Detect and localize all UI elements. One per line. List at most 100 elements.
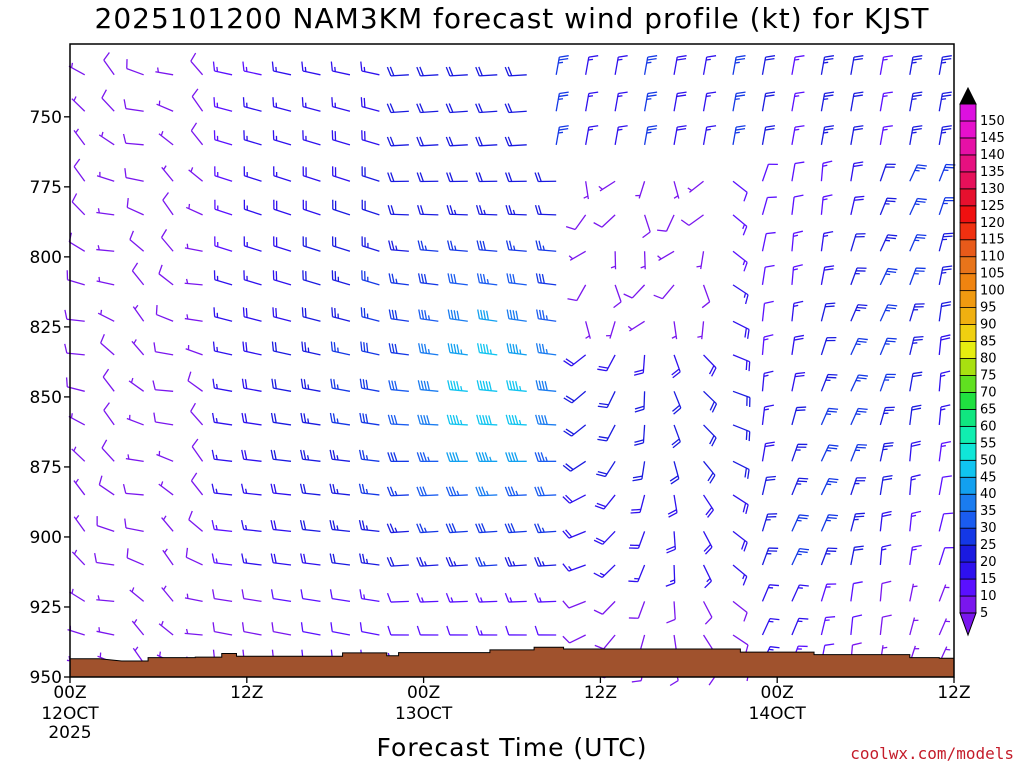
barb-feather — [507, 136, 513, 146]
barb-feather — [300, 553, 304, 563]
wind-barb — [671, 424, 681, 449]
barb-feather — [446, 414, 451, 425]
wind-barb — [879, 442, 894, 462]
barb-half-feather — [646, 131, 652, 134]
wind-barb — [761, 404, 775, 425]
barb-feather — [736, 91, 746, 95]
wind-barb — [128, 377, 145, 392]
wind-barb — [447, 343, 468, 356]
barb-feather — [764, 94, 775, 98]
wind-barb — [568, 250, 586, 261]
wind-barb — [630, 494, 646, 514]
barb-feather — [672, 371, 681, 379]
wind-barb — [476, 380, 498, 392]
barb-staff — [155, 421, 174, 426]
barb-feather — [631, 680, 642, 683]
wind-barb — [96, 171, 115, 182]
barb-feather — [329, 483, 333, 494]
barb-feather — [386, 557, 392, 567]
wind-barb — [732, 125, 746, 145]
barb-feather — [420, 205, 424, 215]
wind-barb — [416, 172, 439, 183]
barb-feather — [426, 415, 430, 425]
wind-barb — [212, 61, 233, 76]
wind-barb — [909, 544, 922, 566]
barb-half-feather — [97, 208, 100, 213]
barb-half-feather — [70, 62, 74, 68]
barb-feather — [534, 625, 539, 636]
barb-feather — [484, 452, 489, 462]
barb-feather — [941, 94, 952, 98]
colorbar-label: 5 — [980, 606, 988, 621]
barb-feather — [633, 372, 644, 376]
barb-half-feather — [617, 58, 623, 61]
barb-feather — [764, 128, 775, 131]
barb-feather — [745, 360, 748, 371]
barb-feather — [445, 66, 451, 77]
barb-feather — [394, 310, 398, 320]
wind-barb — [359, 412, 380, 426]
wind-barb — [673, 125, 687, 145]
wind-barb — [791, 548, 810, 566]
barb-feather — [599, 402, 609, 406]
wind-barb — [791, 55, 805, 75]
barb-staff — [361, 421, 380, 426]
barb-feather — [795, 371, 806, 375]
barb-feather — [270, 553, 274, 563]
barb-feather — [940, 334, 951, 338]
barb-feather — [799, 584, 809, 587]
barb-feather — [213, 307, 216, 317]
wind-barb — [879, 580, 892, 602]
wind-barb — [585, 55, 599, 75]
barb-feather — [417, 414, 421, 425]
wind-barb — [129, 587, 145, 602]
wind-barb — [416, 66, 439, 77]
wind-barb — [329, 553, 351, 566]
barb-feather — [416, 523, 421, 533]
barb-half-feather — [794, 128, 800, 131]
wind-barb — [241, 589, 262, 603]
barb-feather — [420, 273, 425, 284]
barb-feather — [941, 304, 951, 308]
barb-half-feather — [427, 348, 431, 354]
barb-feather — [504, 486, 510, 496]
barb-feather — [853, 94, 863, 98]
barb-half-feather — [558, 98, 564, 101]
wind-barb — [850, 267, 867, 286]
barb-half-feather — [519, 349, 522, 355]
wind-barb — [161, 585, 174, 602]
barb-feather — [504, 172, 510, 182]
colorbar-segment — [959, 544, 977, 563]
wind-barb — [123, 99, 144, 112]
wind-barb — [657, 250, 675, 261]
wind-barb — [271, 341, 292, 356]
barb-feather — [799, 514, 809, 517]
barb-feather — [126, 197, 129, 208]
wind-barb — [938, 125, 952, 145]
wind-barb — [96, 627, 115, 636]
colorbar-segment — [959, 137, 977, 156]
barb-feather — [677, 55, 687, 58]
wind-barb — [732, 55, 746, 75]
wind-barb — [593, 530, 616, 545]
barb-feather — [706, 125, 717, 128]
barb-staff — [688, 214, 704, 226]
wind-barb — [702, 531, 713, 555]
barb-feather — [794, 374, 805, 378]
barb-feather — [481, 523, 486, 533]
barb-half-feather — [764, 408, 770, 411]
wind-barb — [938, 301, 952, 322]
barb-feather — [746, 329, 750, 339]
barb-feather — [883, 444, 894, 448]
wind-barb — [504, 523, 527, 534]
wind-barb — [504, 592, 527, 603]
barb-feather — [386, 136, 392, 147]
barb-feather — [419, 103, 424, 113]
barb-feather — [333, 379, 336, 389]
barb-half-feather — [482, 561, 486, 567]
wind-barb — [160, 229, 174, 252]
wind-barb — [476, 414, 498, 426]
barb-feather — [634, 405, 645, 410]
barb-feather — [595, 537, 606, 543]
wind-barb — [158, 481, 174, 496]
